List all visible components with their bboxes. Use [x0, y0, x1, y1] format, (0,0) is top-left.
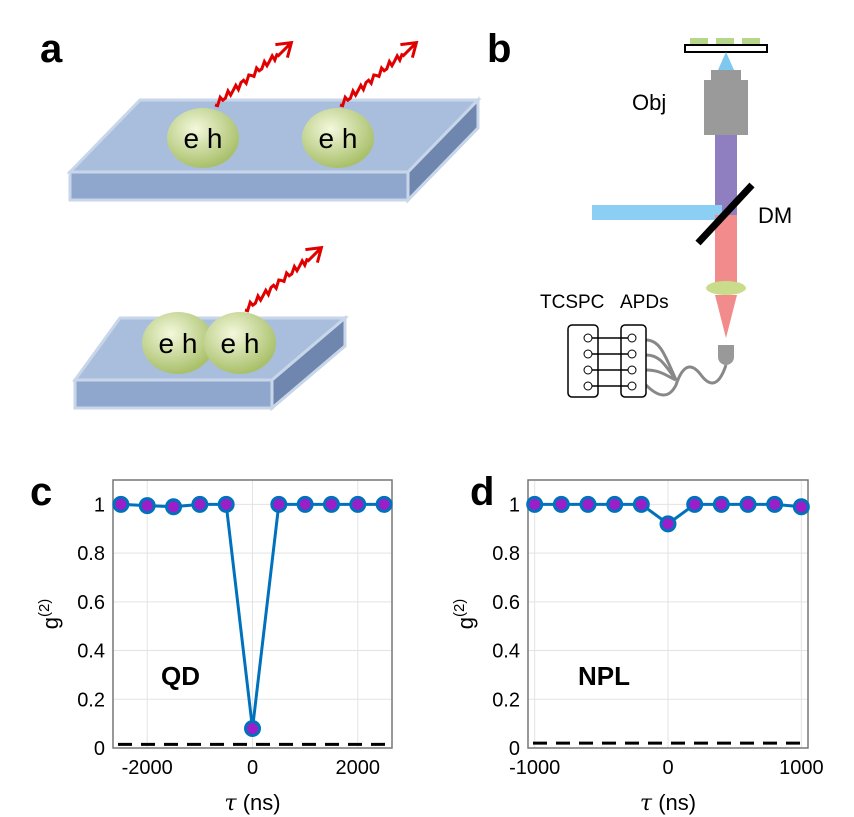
data-point — [526, 495, 544, 513]
photon-arrow-icon — [275, 40, 294, 58]
data-point — [217, 495, 235, 513]
y-tick-label: 0.4 — [492, 641, 520, 663]
data-point — [322, 495, 340, 513]
large-slab — [66, 96, 482, 204]
x-axis-label: τ (ns) — [640, 790, 696, 816]
data-point — [375, 495, 393, 513]
y-tick-label: 0.8 — [77, 543, 105, 565]
data-point — [766, 495, 784, 513]
chart-c: -2000 0 2000 0 0.2 0.4 0.6 0.8 1 QD τ (ns) g(2) — [36, 479, 393, 816]
exciton-4: e h — [204, 312, 276, 374]
data-point — [244, 720, 261, 738]
data-point — [349, 495, 367, 513]
data-point — [138, 497, 156, 515]
y-tick-label: 0.6 — [77, 592, 105, 614]
data-point — [552, 495, 570, 513]
photon-wave-1 — [339, 52, 404, 108]
y-tick-label: 1 — [94, 494, 105, 516]
x-tick-label: 2000 — [336, 757, 381, 779]
data-point — [686, 495, 704, 513]
dm-label: DM — [758, 203, 792, 228]
y-tick-label: 0.6 — [492, 592, 520, 614]
obj-label: Obj — [632, 90, 666, 115]
data-point — [296, 495, 314, 513]
axes-box — [112, 479, 393, 749]
exciton-1: e h — [167, 108, 239, 168]
y-axis-label: g(2) — [451, 599, 478, 630]
data-point — [606, 495, 624, 513]
small-slab — [72, 314, 350, 412]
y-tick-label: 0 — [509, 738, 520, 760]
x-axis-label: τ (ns) — [224, 790, 280, 816]
y-tick-label: 0.8 — [492, 543, 520, 565]
tcspc-label: TCSPC — [540, 292, 604, 313]
exciton-2: e h — [302, 108, 374, 168]
x-tick-label: 0 — [247, 757, 258, 779]
data-point — [112, 495, 130, 513]
x-tick-label: 1000 — [779, 757, 824, 779]
y-tick-label: 0 — [94, 738, 105, 760]
photon-arrow-icon — [305, 245, 324, 263]
annotation: QD — [161, 661, 200, 691]
svg-text:e h: e h — [319, 123, 358, 154]
data-point — [191, 495, 209, 513]
data-point — [712, 495, 730, 513]
data-point — [792, 498, 810, 516]
annotation: NPL — [578, 661, 630, 691]
svg-text:e h: e h — [184, 123, 223, 154]
panel-label-a: a — [40, 27, 63, 71]
x-tick-label: 0 — [662, 757, 673, 779]
microscope-setup: Obj DM TCSPC APDs — [540, 38, 792, 398]
panel-label-c: c — [30, 470, 52, 514]
y-axis-label: g(2) — [36, 599, 63, 630]
panel-label-b: b — [487, 27, 511, 71]
data-point — [270, 495, 288, 513]
axes-box — [527, 479, 809, 749]
svg-text:e h: e h — [159, 328, 198, 359]
panel-label-d: d — [470, 470, 494, 514]
exciton-3: e h — [142, 312, 214, 374]
photon-wave-0 — [214, 52, 279, 108]
data-point — [632, 495, 650, 513]
svg-text:e h: e h — [221, 328, 260, 359]
y-tick-label: 0.2 — [492, 689, 520, 711]
data-point — [579, 495, 597, 513]
x-tick-label: -2000 — [122, 757, 173, 779]
data-point — [659, 515, 677, 533]
photon-wave-2 — [244, 257, 309, 313]
x-tick-label: -1000 — [509, 757, 560, 779]
y-tick-label: 1 — [509, 494, 520, 516]
data-point — [165, 498, 183, 516]
apds-label: APDs — [620, 292, 669, 313]
data-point — [739, 495, 757, 513]
y-tick-label: 0.4 — [77, 641, 105, 663]
y-tick-label: 0.2 — [77, 689, 105, 711]
photon-arrow-icon — [400, 40, 419, 58]
